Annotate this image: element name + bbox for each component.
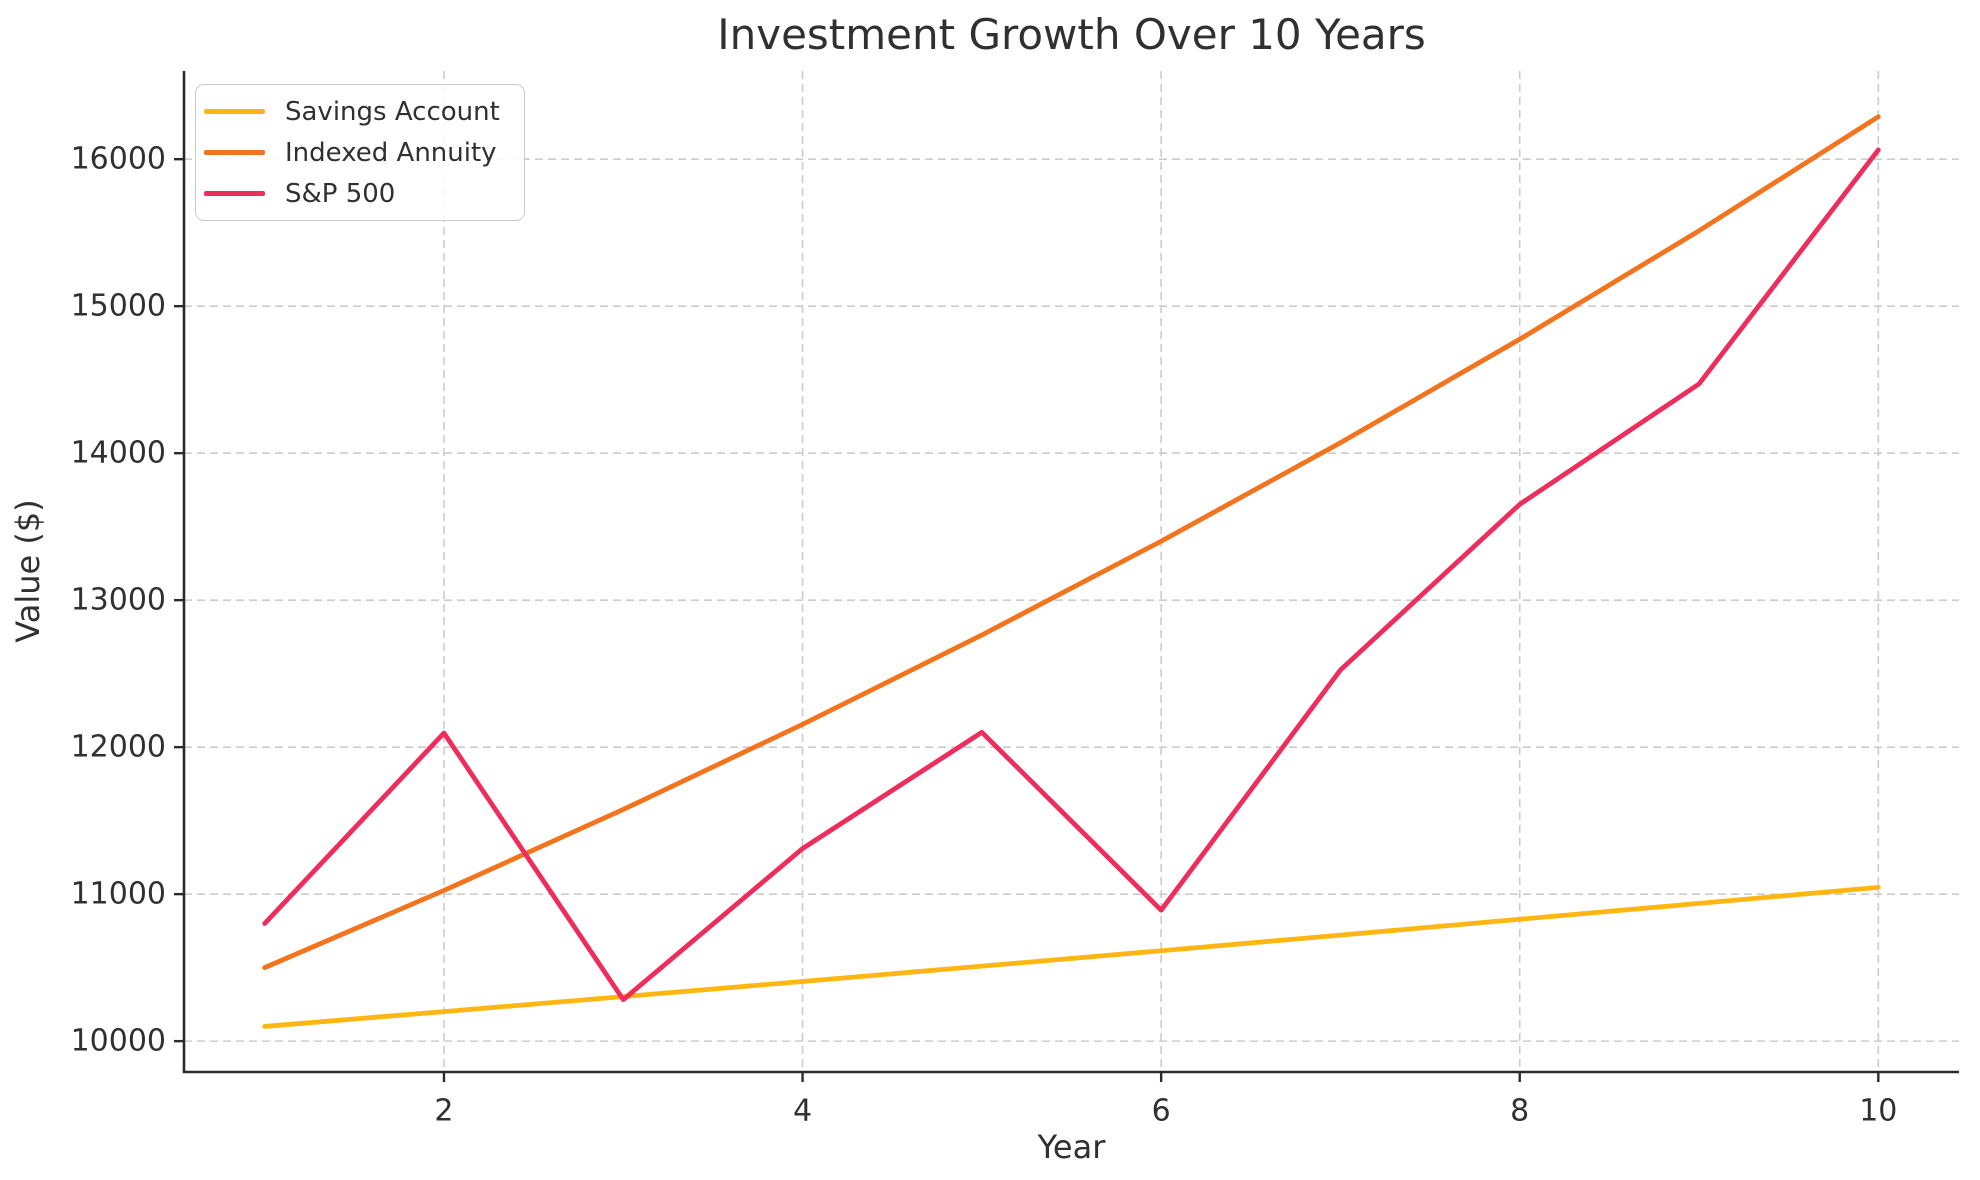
x-tick-label-10: 10 (1859, 1094, 1897, 1129)
legend-item-savings-account: Savings Account (204, 91, 514, 132)
x-tick-label-8: 8 (1510, 1094, 1529, 1129)
x-axis-title: Year (1037, 1128, 1106, 1166)
x-tick-label-2: 2 (434, 1094, 453, 1129)
chart-title: Investment Growth Over 10 Years (717, 10, 1426, 59)
y-axis-title: Value ($) (9, 499, 47, 643)
x-tick-label-4: 4 (793, 1094, 812, 1129)
legend-item-s-p-500: S&P 500 (204, 173, 514, 214)
legend-swatch-savings-account (204, 109, 265, 114)
x-tick-label-6: 6 (1152, 1094, 1171, 1129)
series-line-s-p-500 (262, 147, 1881, 1003)
legend-item-indexed-annuity: Indexed Annuity (204, 132, 514, 173)
legend: Savings Account Indexed Annuity S&P 500 (195, 84, 525, 221)
legend-label: Indexed Annuity (285, 137, 497, 168)
y-tick-label-14000: 14000 (71, 436, 166, 471)
series-line-savings-account (262, 884, 1881, 1029)
y-tick-label-12000: 12000 (71, 730, 166, 765)
y-tick-label-16000: 16000 (71, 142, 166, 177)
y-tick-label-15000: 15000 (71, 289, 166, 324)
legend-swatch-s-p-500 (204, 191, 265, 196)
legend-label: Savings Account (285, 96, 500, 127)
legend-label: S&P 500 (285, 178, 396, 209)
series-line-indexed-annuity (262, 114, 1881, 971)
y-tick-label-10000: 10000 (71, 1024, 166, 1059)
y-tick-label-13000: 13000 (71, 583, 166, 618)
y-tick-label-11000: 11000 (71, 877, 166, 912)
legend-swatch-indexed-annuity (204, 150, 265, 155)
